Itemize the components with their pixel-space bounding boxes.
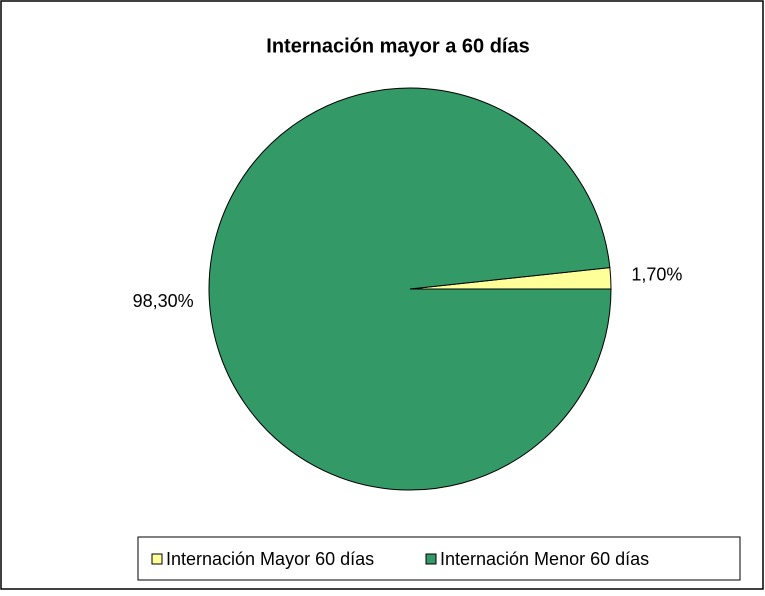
chart-title: Internación mayor a 60 días: [266, 35, 529, 57]
data-label: 98,30%: [133, 291, 194, 311]
pie-slice: [208, 87, 612, 491]
legend-swatch: [151, 553, 163, 565]
legend-label: Internación Menor 60 días: [440, 549, 649, 569]
legend-label: Internación Mayor 60 días: [166, 549, 374, 569]
legend-box: [137, 536, 741, 581]
data-label: 1,70%: [631, 265, 682, 285]
legend-swatch: [425, 553, 437, 565]
